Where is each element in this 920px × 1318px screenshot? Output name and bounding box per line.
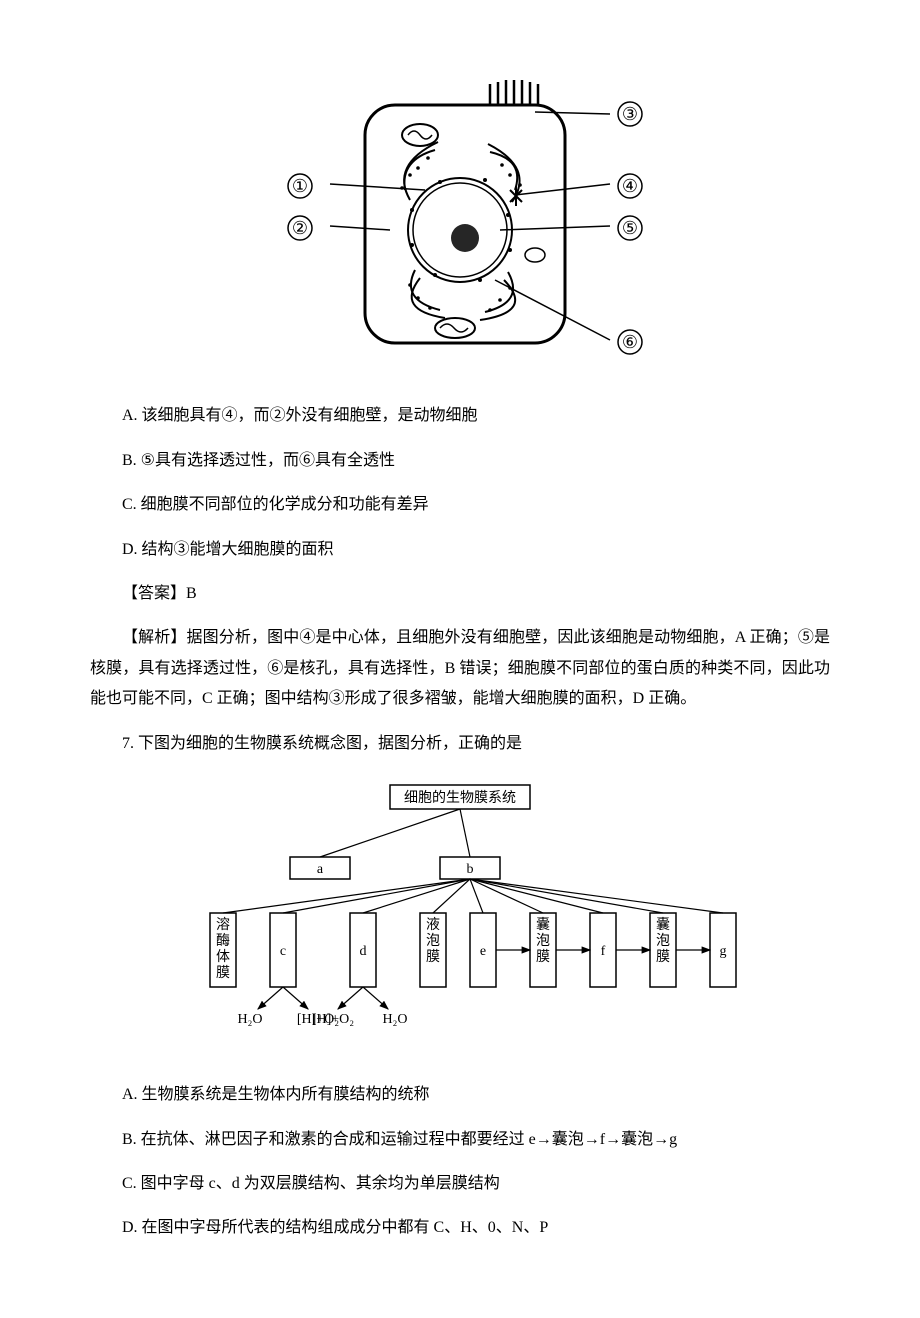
q6-option-c: C. 细胞膜不同部位的化学成分和功能有差异 [90, 490, 830, 520]
q6-option-a: A. 该细胞具有④，而②外没有细胞壁，是动物细胞 [90, 401, 830, 431]
concept-node-lysosome: 体 [216, 949, 230, 965]
concept-node-f: f [601, 944, 606, 959]
concept-map-svg: 细胞的生物膜系统ab溶酶体膜cd液泡膜e囊泡膜f囊泡膜gH₂O[H]+O₂[H]… [160, 779, 760, 1049]
concept-node-e: e [480, 944, 486, 959]
q6-option-d: D. 结构③能增大细胞膜的面积 [90, 535, 830, 565]
concept-node-vesicle2: 泡 [656, 933, 670, 949]
concept-node-d: d [360, 944, 367, 959]
q7-intro: 7. 下图为细胞的生物膜系统概念图，据图分析，正确的是 [90, 729, 830, 759]
cell-diagram-svg: ① ② ③ ④ ⑤ ⑥ [260, 60, 660, 370]
cell-label-2: ② [292, 218, 308, 238]
cell-label-5: ⑤ [622, 218, 638, 238]
concept-node-vacuole: 泡 [426, 933, 440, 949]
concept-node-g: g [720, 944, 727, 959]
cell-label-6: ⑥ [622, 332, 638, 352]
q6-analysis: 【解析】据图分析，图中④是中心体，且细胞外没有细胞壁，因此该细胞是动物细胞，A … [90, 623, 830, 714]
concept-node-lysosome: 酶 [216, 933, 230, 949]
cell-label-1: ① [292, 176, 308, 196]
concept-node-vesicle1: 泡 [536, 933, 550, 949]
concept-node-c: c [280, 944, 286, 959]
concept-node-lysosome: 溶 [216, 917, 230, 933]
concept-node-a: a [317, 862, 324, 877]
q7-option-d: D. 在图中字母所代表的结构组成成分中都有 C、H、0、N、P [90, 1213, 830, 1243]
concept-bottom-ho2-right: [H]+O₂ [312, 1012, 354, 1027]
concept-node-vesicle2: 膜 [656, 949, 670, 965]
cell-label-3: ③ [622, 104, 638, 124]
concept-node-vacuole: 膜 [426, 949, 440, 965]
concept-node-b: b [467, 862, 474, 877]
q6-answer: 【答案】B [90, 579, 830, 609]
concept-node-vesicle1: 囊 [536, 916, 550, 933]
concept-node-vesicle1: 膜 [536, 949, 550, 965]
q7-option-a: A. 生物膜系统是生物体内所有膜结构的统称 [90, 1080, 830, 1110]
concept-node-lysosome: 膜 [216, 965, 230, 981]
concept-bottom-h2o-right: H₂O [382, 1012, 407, 1027]
concept-node-vacuole: 液 [426, 917, 440, 933]
concept-map-figure: 细胞的生物膜系统ab溶酶体膜cd液泡膜e囊泡膜f囊泡膜gH₂O[H]+O₂[H]… [90, 779, 830, 1060]
concept-root: 细胞的生物膜系统 [404, 790, 516, 806]
concept-node-vesicle2: 囊 [656, 916, 670, 933]
cell-diagram-figure: ① ② ③ ④ ⑤ ⑥ [90, 60, 830, 381]
concept-bottom-h2o-left: H₂O [237, 1012, 262, 1027]
cell-label-4: ④ [622, 176, 638, 196]
q7-option-b: B. 在抗体、淋巴因子和激素的合成和运输过程中都要经过 e→囊泡→f→囊泡→g [90, 1125, 830, 1155]
q7-option-c: C. 图中字母 c、d 为双层膜结构、其余均为单层膜结构 [90, 1169, 830, 1199]
q6-option-b: B. ⑤具有选择透过性，而⑥具有全透性 [90, 446, 830, 476]
